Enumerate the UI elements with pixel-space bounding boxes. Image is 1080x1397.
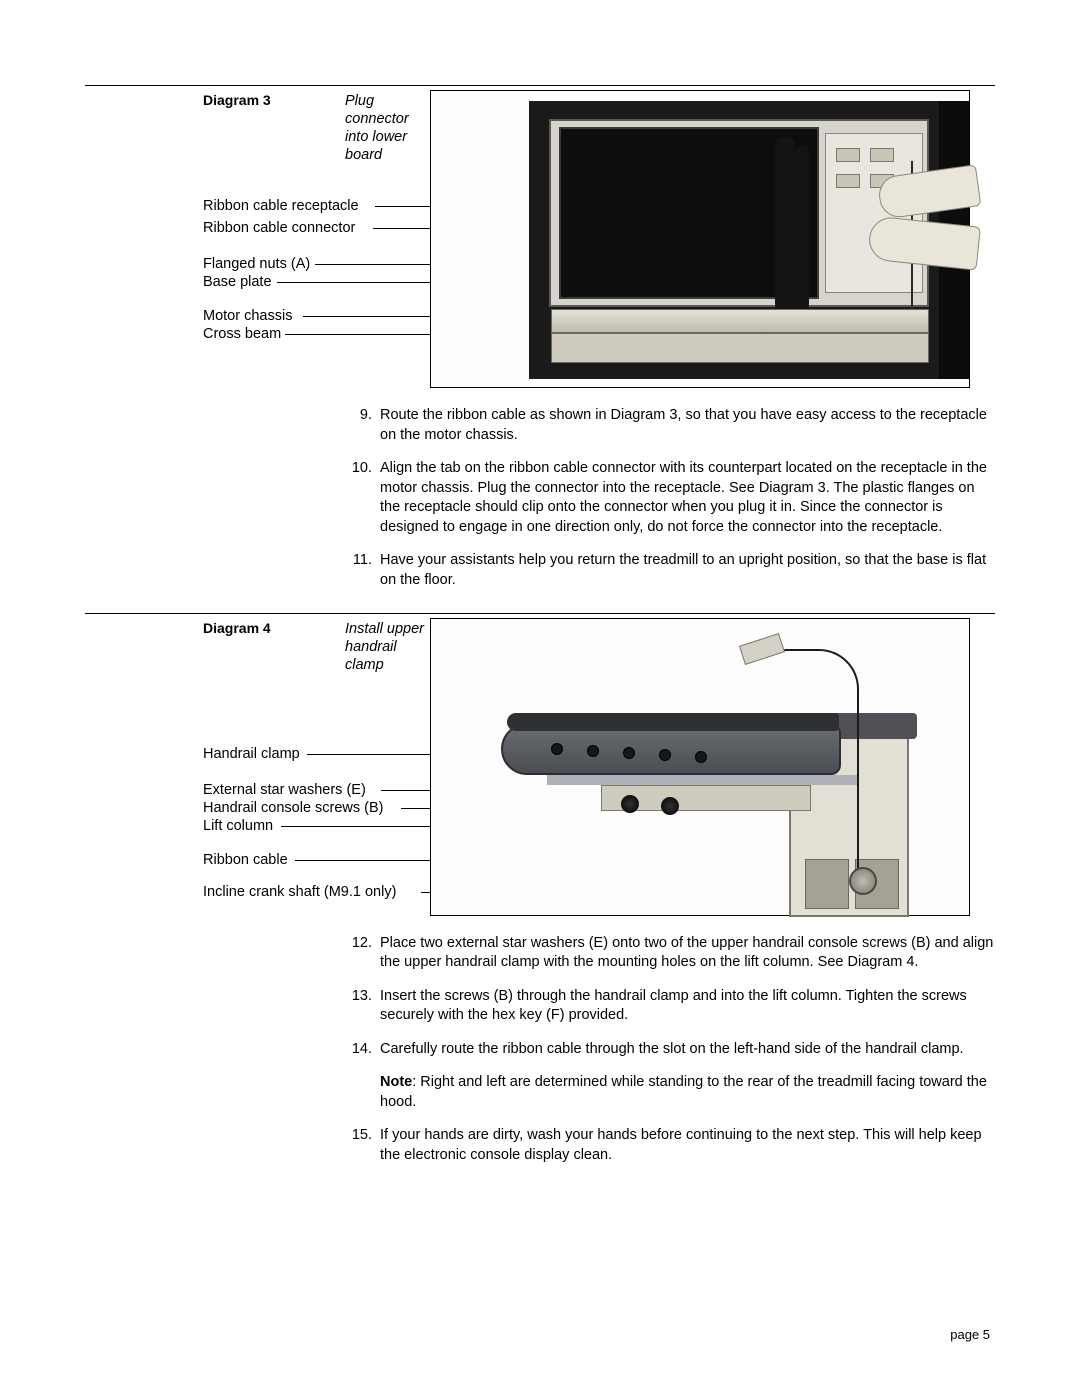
- step-14: 14. Carefully route the ribbon cable thr…: [348, 1040, 995, 1060]
- rule-top-1: [85, 85, 995, 86]
- callout-cross-beam: Cross beam: [203, 326, 281, 342]
- callout-motor-chassis: Motor chassis: [203, 308, 292, 324]
- callout-base-plate: Base plate: [203, 274, 272, 290]
- callout-incline-crank: Incline crank shaft (M9.1 only): [203, 884, 396, 900]
- step-number: 12.: [348, 934, 380, 973]
- diagram-4-label: Diagram 4: [203, 620, 271, 636]
- callout-star-washers: External star washers (E): [203, 782, 366, 798]
- diagram-3-label: Diagram 3: [203, 92, 271, 108]
- step-10: 10. Align the tab on the ribbon cable co…: [348, 459, 995, 537]
- rule-top-2: [85, 613, 995, 614]
- step-9: 9. Route the ribbon cable as shown in Di…: [348, 406, 995, 445]
- diagram-3-section: Diagram 3 Plug connector into lower boar…: [85, 90, 995, 390]
- step-number: [348, 1073, 380, 1112]
- step-text: Carefully route the ribbon cable through…: [380, 1040, 995, 1060]
- step-number: 9.: [348, 406, 380, 445]
- step-text: Align the tab on the ribbon cable connec…: [380, 459, 995, 537]
- step-text: Have your assistants help you return the…: [380, 551, 995, 590]
- step-15: 15. If your hands are dirty, wash your h…: [348, 1126, 995, 1165]
- step-text: If your hands are dirty, wash your hands…: [380, 1126, 995, 1165]
- callout-ribbon-cable: Ribbon cable: [203, 852, 288, 868]
- diagram-3-caption: Plug connector into lower board: [345, 92, 425, 165]
- step-number: 14.: [348, 1040, 380, 1060]
- callout-flanged-nuts: Flanged nuts (A): [203, 256, 310, 272]
- step-number: 13.: [348, 987, 380, 1026]
- step-number: 10.: [348, 459, 380, 537]
- step-13: 13. Insert the screws (B) through the ha…: [348, 987, 995, 1026]
- fig1-housing: [529, 101, 969, 379]
- note-label: Note: [380, 1074, 412, 1090]
- diagram-4-caption: Install upper handrail clamp: [345, 620, 429, 674]
- step-11: 11. Have your assistants help you return…: [348, 551, 995, 590]
- steps-block-a: 9. Route the ribbon cable as shown in Di…: [348, 406, 995, 591]
- diagram-4-figure: [430, 618, 970, 916]
- callout-lift-column: Lift column: [203, 818, 273, 834]
- callout-ribbon-connector: Ribbon cable connector: [203, 220, 355, 236]
- diagram-3-figure: [430, 90, 970, 388]
- fig2-crank: [849, 867, 877, 895]
- callout-handrail-clamp: Handrail clamp: [203, 746, 300, 762]
- step-text: Place two external star washers (E) onto…: [380, 934, 995, 973]
- step-number: 11.: [348, 551, 380, 590]
- steps-block-b: 12. Place two external star washers (E) …: [348, 934, 995, 1166]
- page-number: page 5: [950, 1327, 990, 1342]
- step-note: Note: Right and left are determined whil…: [380, 1073, 995, 1112]
- step-number: 15.: [348, 1126, 380, 1165]
- fig2-ribbon-cable: [769, 649, 859, 889]
- step-12: 12. Place two external star washers (E) …: [348, 934, 995, 973]
- diagram-4-section: Diagram 4 Install upper handrail clamp H…: [85, 618, 995, 918]
- callout-console-screws: Handrail console screws (B): [203, 800, 384, 816]
- step-text: Insert the screws (B) through the handra…: [380, 987, 995, 1026]
- step-text: Route the ribbon cable as shown in Diagr…: [380, 406, 995, 445]
- callout-ribbon-receptacle: Ribbon cable receptacle: [203, 198, 359, 214]
- note-text: : Right and left are determined while st…: [380, 1074, 987, 1110]
- step-14-note: Note: Right and left are determined whil…: [348, 1073, 995, 1112]
